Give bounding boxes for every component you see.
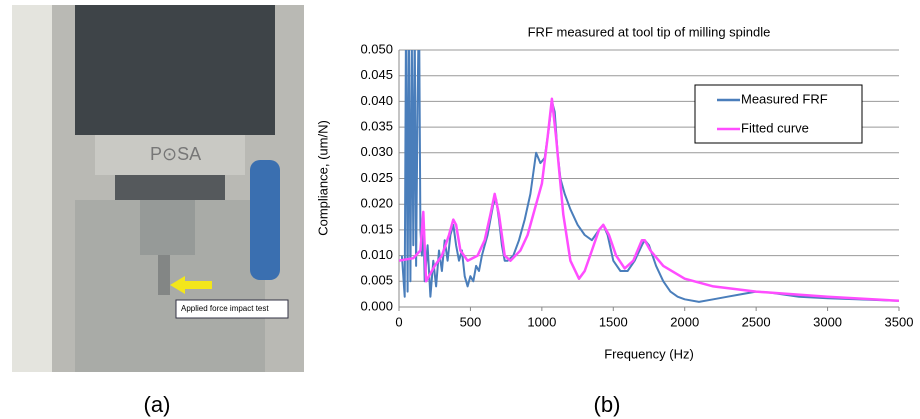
y-tick-label: 0.045 <box>360 67 393 82</box>
photo-logo: P⊙SA <box>150 144 201 164</box>
y-tick-label: 0.015 <box>360 221 393 236</box>
x-tick-label: 1000 <box>527 314 556 329</box>
photo: P⊙SA Applied force impact test <box>12 5 304 372</box>
y-tick-label: 0.010 <box>360 247 393 262</box>
y-tick-label: 0.020 <box>360 196 393 211</box>
x-tick-label: 3000 <box>813 314 842 329</box>
photo-annotation: Applied force impact test <box>181 304 269 313</box>
x-tick-label: 2000 <box>670 314 699 329</box>
y-tick-label: 0.000 <box>360 298 393 313</box>
x-tick-label: 2500 <box>742 314 771 329</box>
panel-label: (a) <box>144 392 171 417</box>
legend-label: Measured FRF <box>741 91 828 106</box>
plot-area <box>399 50 899 303</box>
legend-label: Fitted curve <box>741 120 809 135</box>
y-tick-label: 0.025 <box>360 170 393 185</box>
x-axis-label: Frequency (Hz) <box>604 346 694 361</box>
y-tick-label: 0.040 <box>360 93 393 108</box>
arrow <box>170 276 212 294</box>
x-tick-label: 3500 <box>885 314 914 329</box>
legend-box <box>694 84 863 144</box>
y-tick-label: 0.050 <box>360 41 393 56</box>
y-tick-label: 0.035 <box>360 119 393 134</box>
y-axis-label: Compliance, (um/N) <box>315 120 330 236</box>
series-line <box>399 97 899 303</box>
x-tick-label: 500 <box>460 314 482 329</box>
x-tick-label: 1500 <box>599 314 628 329</box>
y-tick-label: 0.030 <box>360 144 393 159</box>
x-tick-label: 0 <box>395 314 402 329</box>
panel-label: (b) <box>594 392 621 417</box>
y-tick-label: 0.005 <box>360 273 393 288</box>
chart-title: FRF measured at tool tip of milling spin… <box>528 24 771 39</box>
